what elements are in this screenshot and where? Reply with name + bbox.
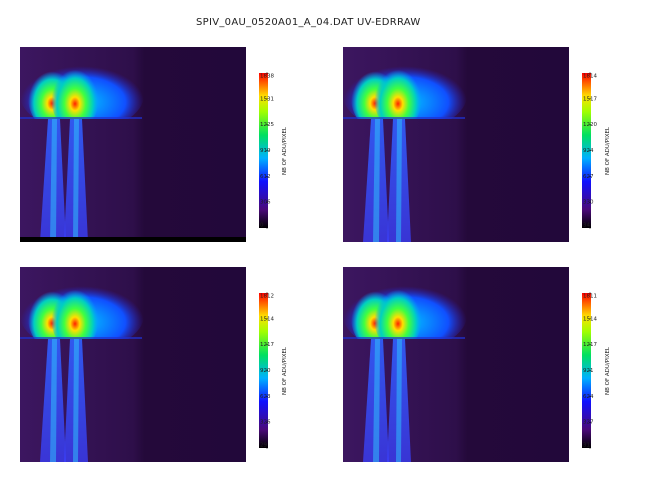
colorbar-tick-label: 1220 [583, 122, 597, 128]
colorbar-tick-label: 1514 [583, 316, 597, 322]
colorbar-tick-label: 306 [260, 200, 271, 206]
colorbar [582, 293, 591, 448]
colorbar [582, 73, 591, 228]
image [20, 47, 246, 242]
mode: UV-EDRRAW [357, 17, 421, 28]
colorbar-label: NB OF ADU/PIXEL [605, 346, 611, 395]
colorbar-label: NB OF ADU/PIXEL [282, 126, 288, 175]
image-layer [343, 47, 569, 242]
colorbar-tick-label: 330 [583, 200, 594, 206]
lobe [374, 283, 422, 339]
colorbar [259, 293, 268, 448]
colorbar-tick-label: 0 [260, 223, 264, 229]
colorbar-tick-label: 921 [583, 368, 594, 374]
colorbar-tick-label: 1811 [583, 294, 597, 300]
beam-core [73, 119, 79, 242]
beam-core [396, 119, 402, 242]
colorbar-tick-label: 627 [583, 174, 594, 180]
colorbar-tick-label: 1217 [583, 342, 597, 348]
colorbar-tick-label: 612 [260, 174, 271, 180]
colorbar-tick-label: 1517 [583, 96, 597, 102]
blob-layer [20, 279, 144, 339]
image [343, 47, 569, 242]
image [20, 267, 246, 462]
colorbar-tick-label: 1225 [260, 122, 274, 128]
colorbar-tick-label: 1814 [583, 74, 597, 80]
beam-core [73, 339, 79, 462]
image [343, 267, 569, 462]
blob-layer [343, 279, 467, 339]
beam-core [50, 339, 57, 462]
edge [20, 237, 246, 242]
colorbar [259, 73, 268, 228]
colorbar-tick-label: 31 [583, 443, 590, 449]
colorbar-label: NB OF ADU/PIXEL [282, 346, 288, 395]
image-layer [343, 267, 569, 462]
lobe [374, 63, 422, 119]
colorbar-tick-label: 1514 [260, 316, 274, 322]
edge [20, 337, 142, 339]
colorbar-tick-label: 1838 [260, 74, 274, 80]
beam-core [396, 339, 402, 462]
lobe [51, 283, 99, 339]
colorbar-label: NB OF ADU/PIXEL [605, 126, 611, 175]
colorbar-tick-label: 29 [260, 443, 267, 449]
image-layer [20, 47, 246, 242]
colorbar-tick-label: 623 [260, 394, 271, 400]
edge [343, 117, 465, 119]
file-name: SPIV_0AU_0520A01_A_04.DAT [196, 17, 354, 28]
colorbar-tick-label: 924 [583, 148, 594, 154]
beam-core [50, 119, 57, 242]
lobe [51, 63, 99, 119]
colorbar-tick-label: 326 [260, 420, 271, 426]
colorbar-tick-label: 920 [260, 368, 271, 374]
colorbar-tick-label: 919 [260, 148, 271, 154]
edge [20, 117, 142, 119]
beam-core [373, 339, 380, 462]
colorbar-tick-label: 1217 [260, 342, 274, 348]
blob-layer [343, 59, 467, 119]
colorbar-tick-label: 624 [583, 394, 594, 400]
beam-core [373, 119, 380, 242]
image-layer [20, 267, 246, 462]
colorbar-tick-label: 1812 [260, 294, 274, 300]
blob-layer [20, 59, 144, 119]
colorbar-tick-label: 34 [583, 223, 590, 229]
colorbar-tick-label: 1531 [260, 96, 274, 102]
edge [343, 337, 465, 339]
colorbar-tick-label: 327 [583, 420, 594, 426]
